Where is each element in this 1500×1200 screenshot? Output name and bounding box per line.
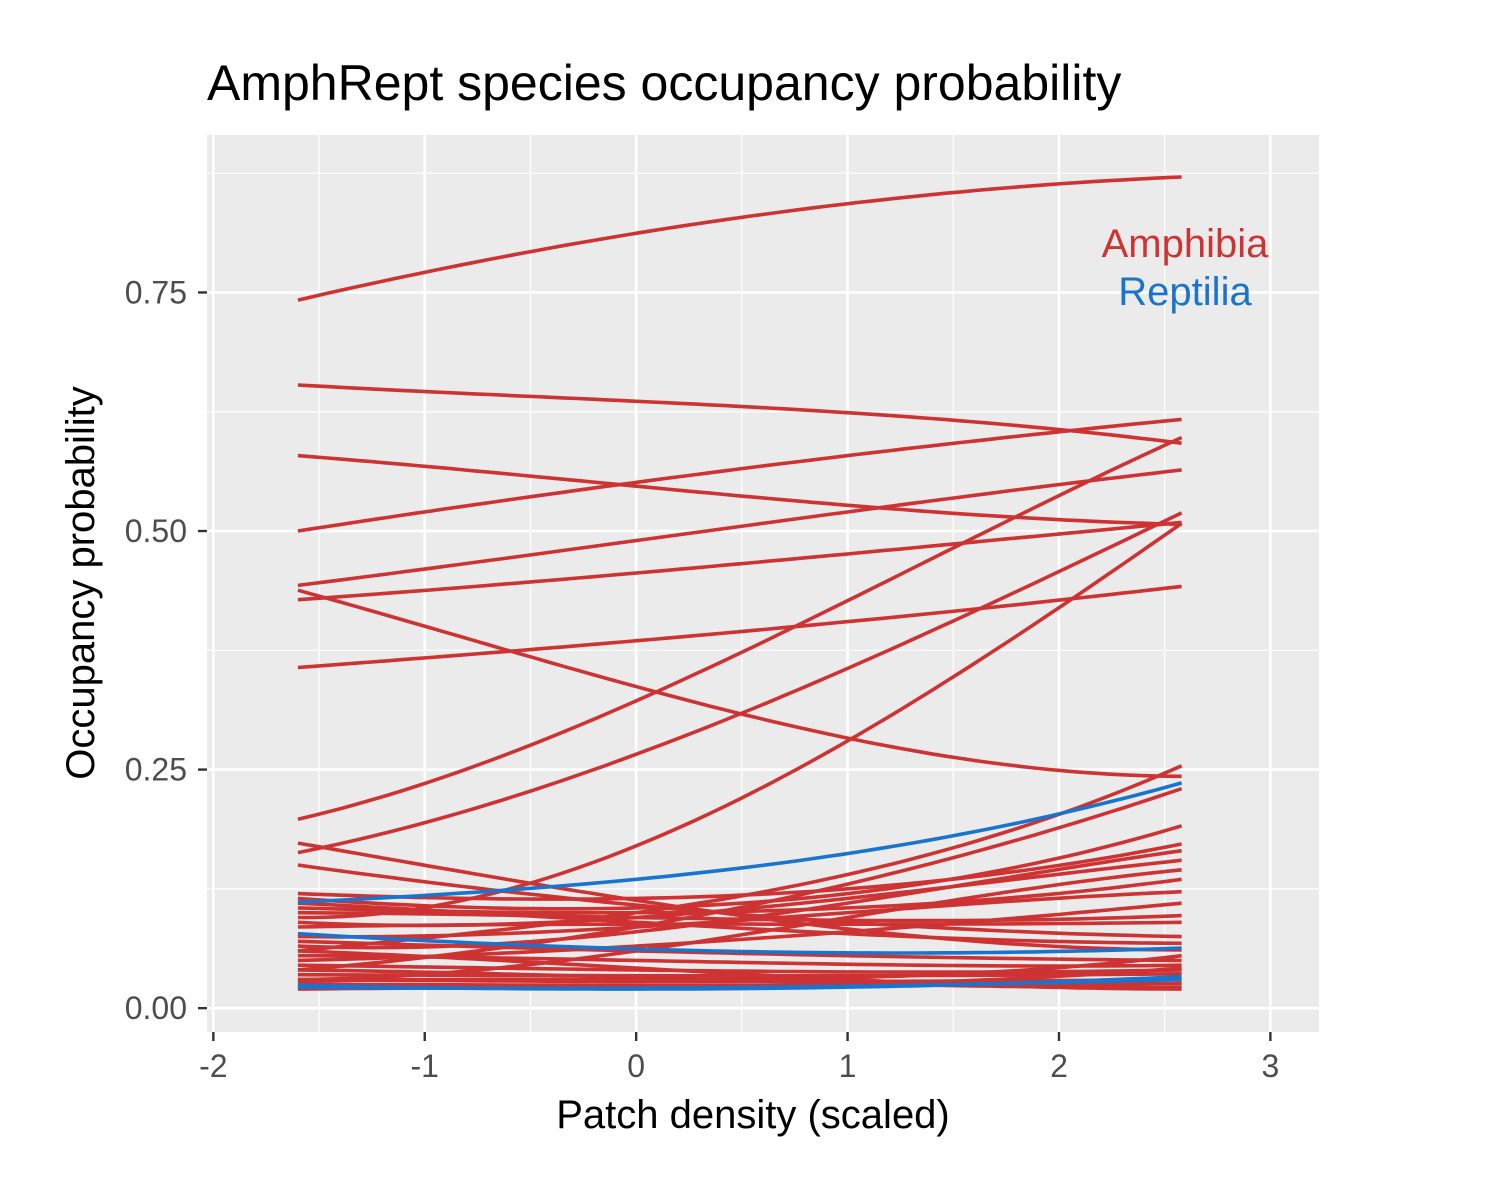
series-line-amphibia bbox=[297, 842, 1182, 901]
series-line-amphibia bbox=[297, 863, 1182, 939]
series-line-amphibia bbox=[297, 972, 1182, 978]
series-line-amphibia bbox=[297, 520, 1182, 602]
series-line-amphibia bbox=[297, 435, 1183, 821]
series-line-amphibia bbox=[297, 910, 1182, 923]
series-line-amphibia bbox=[297, 175, 1182, 302]
legend-label-reptilia: Reptilia bbox=[1118, 270, 1252, 314]
series-line-amphibia bbox=[297, 939, 1182, 963]
x-tick-label: 3 bbox=[1261, 1048, 1279, 1084]
series-line-amphibia bbox=[297, 511, 1183, 855]
x-tick-label: -1 bbox=[411, 1048, 439, 1084]
x-axis: -2 -1 0 1 2 3 bbox=[199, 1032, 1279, 1084]
series-line-amphibia bbox=[297, 453, 1182, 527]
series-line-amphibia bbox=[297, 468, 1182, 588]
y-tick-label: 0.75 bbox=[125, 274, 187, 310]
x-tick-label: 0 bbox=[627, 1048, 645, 1084]
x-tick-label: -2 bbox=[199, 1048, 227, 1084]
series-line-reptilia bbox=[297, 977, 1182, 991]
series-line-reptilia bbox=[297, 931, 1182, 955]
x-tick-label: 1 bbox=[839, 1048, 857, 1084]
y-axis-title: Occupancy probability bbox=[59, 386, 103, 780]
series-line-amphibia bbox=[297, 963, 1182, 974]
series-line-reptilia bbox=[297, 781, 1183, 904]
x-tick-label: 2 bbox=[1050, 1048, 1068, 1084]
series-line-amphibia bbox=[297, 584, 1182, 670]
legend-label-amphibia: Amphibia bbox=[1102, 222, 1270, 266]
series-line-amphibia bbox=[297, 521, 1183, 920]
series-line-amphibia bbox=[297, 417, 1182, 533]
series-layer bbox=[297, 175, 1183, 991]
chart-title: AmphRept species occupancy probability bbox=[207, 55, 1121, 111]
series-line-amphibia bbox=[297, 383, 1182, 445]
y-tick-label: 0.00 bbox=[125, 990, 187, 1026]
x-axis-title: Patch density (scaled) bbox=[556, 1093, 950, 1137]
plot-panel bbox=[207, 135, 1319, 1032]
y-axis: 0.00 0.25 0.50 0.75 bbox=[125, 274, 207, 1026]
series-line-amphibia bbox=[297, 824, 1183, 911]
y-tick-label: 0.25 bbox=[125, 752, 187, 788]
series-line-amphibia bbox=[297, 949, 1182, 991]
y-tick-label: 0.50 bbox=[125, 513, 187, 549]
series-line-amphibia bbox=[297, 920, 1182, 929]
series-line-amphibia bbox=[297, 953, 1182, 984]
series-line-amphibia bbox=[297, 901, 1182, 946]
